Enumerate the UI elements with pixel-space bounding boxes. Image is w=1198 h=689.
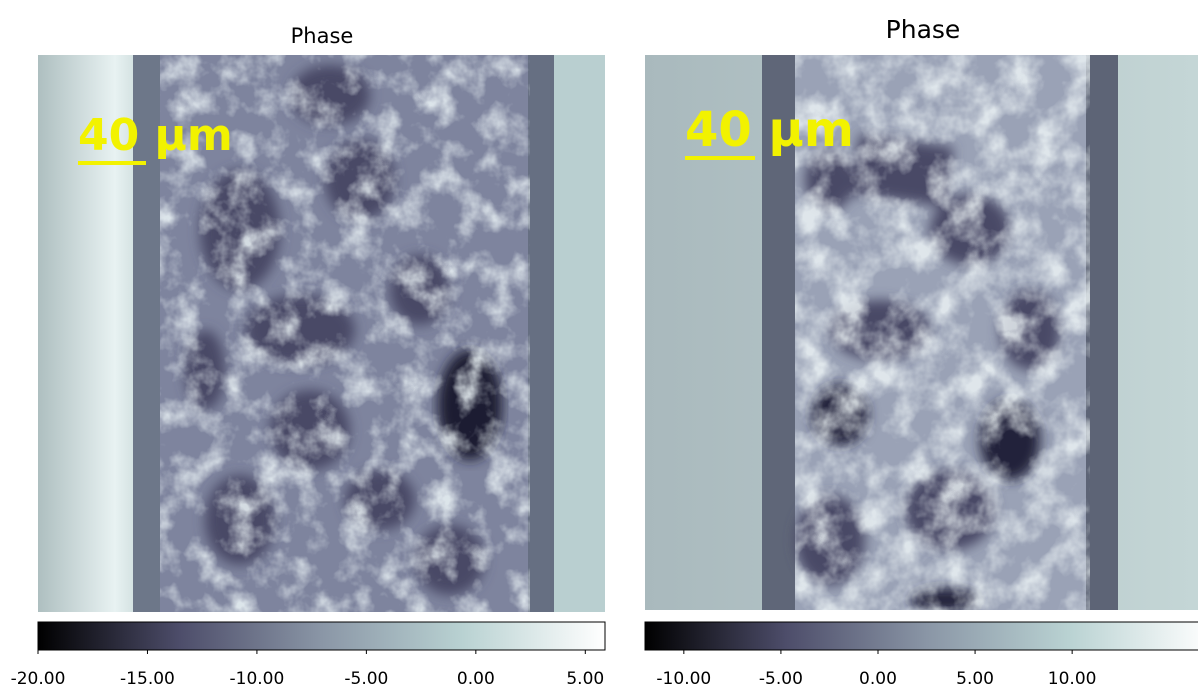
colorbar-tick-label: 5.00 [566,669,604,689]
colorbar-tick-label: -20.00 [11,669,66,689]
scale-label: 40 µm [78,110,233,161]
colorbar-tick-label: -5.00 [759,669,803,689]
panel-title: Phase [291,24,354,48]
phase-image [645,55,1198,610]
scale-label: 40 µm [685,102,854,158]
colorbar-tick-label: 10.00 [1048,669,1097,689]
colorbar-tick-label: -10.00 [230,669,285,689]
colorbar-tick-label: 0.00 [457,669,495,689]
colorbar-tick-label: 0.00 [859,669,897,689]
colorbar-tick-label: -5.00 [344,669,388,689]
colorbar [37,621,606,651]
colorbar [644,621,1198,651]
phase-image [38,55,605,612]
colorbar-tick-label: -10.00 [656,669,711,689]
colorbar-tick-label: -15.00 [120,669,175,689]
panel-title: Phase [886,15,961,44]
colorbar-tick-label: 5.00 [956,669,994,689]
